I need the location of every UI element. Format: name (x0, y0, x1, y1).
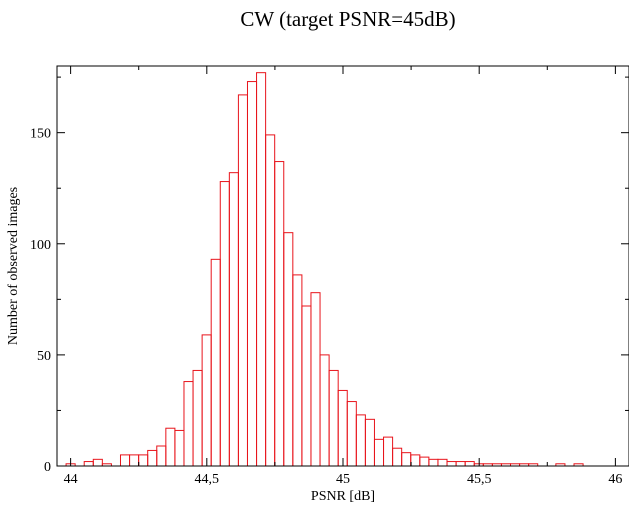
x-tick-label: 44 (64, 472, 78, 487)
histogram-bar (283, 232, 294, 467)
histogram-bar (383, 436, 394, 467)
histogram-bar (337, 389, 348, 467)
histogram-bar (246, 81, 258, 467)
histogram-bar (165, 427, 176, 467)
histogram-bar (437, 458, 448, 467)
histogram-bar (346, 401, 357, 467)
histogram-bar (464, 461, 475, 467)
histogram-bar (192, 369, 203, 467)
x-tick-label: 44,5 (195, 472, 220, 487)
histogram-bar (455, 461, 466, 467)
y-tick-label: 150 (30, 127, 51, 142)
bars-group (65, 72, 584, 467)
histogram-bar (92, 458, 103, 467)
histogram-bar (319, 354, 330, 467)
histogram-bar (355, 414, 366, 467)
x-tick-label: 46 (608, 472, 622, 487)
axis-ticks: 44 44,5 45 45,5 46 0 50 100 150 (30, 66, 629, 487)
histogram-bar (183, 381, 194, 467)
histogram-bar (228, 172, 239, 467)
y-axis-label: Number of observed images (6, 187, 21, 345)
chart-title: CW (target PSNR=45dB) (240, 7, 455, 31)
histogram-bar (138, 454, 149, 467)
x-axis-label: PSNR [dB] (311, 489, 375, 504)
histogram-bar (419, 456, 430, 467)
x-tick-label: 45,5 (467, 472, 492, 487)
histogram-bar (310, 292, 321, 467)
y-tick-label: 50 (37, 349, 51, 364)
histogram-bar (83, 461, 94, 467)
histogram-bar (201, 334, 212, 467)
histogram-bar (219, 181, 230, 467)
histogram-bar (147, 449, 158, 467)
histogram-bar (237, 94, 248, 467)
y-tick-label: 100 (30, 238, 51, 253)
plot-frame (56, 65, 629, 467)
histogram-bar (301, 305, 312, 467)
histogram-bar (119, 454, 131, 467)
histogram-bar (156, 445, 167, 467)
histogram-bar (401, 452, 412, 467)
histogram-bar (328, 369, 339, 467)
histogram-bar (129, 454, 140, 467)
histogram-bar (428, 458, 439, 467)
x-tick-label: 45 (336, 472, 350, 487)
histogram-bar (373, 438, 385, 467)
histogram-bar (274, 161, 285, 467)
y-tick-label: 0 (44, 460, 51, 475)
histogram-bar (392, 447, 403, 467)
histogram-bar (265, 134, 276, 467)
histogram-bar (446, 461, 457, 467)
histogram-bar (410, 454, 421, 467)
histogram-bar (210, 258, 221, 467)
histogram-bar (256, 72, 267, 467)
histogram-bar (292, 274, 303, 467)
histogram-bar (174, 429, 185, 467)
histogram-bar (364, 418, 375, 467)
